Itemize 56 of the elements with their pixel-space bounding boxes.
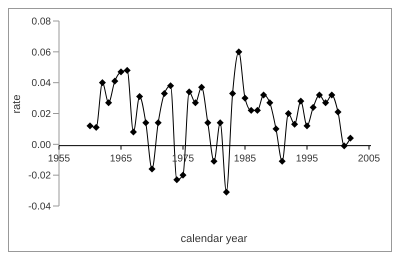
point — [92, 124, 100, 131]
point — [86, 122, 94, 130]
point — [235, 48, 242, 56]
y-tick-label: 0.08 — [32, 16, 52, 28]
x-axis-title: calendar year — [180, 233, 248, 245]
point — [222, 188, 230, 196]
point — [198, 84, 206, 91]
point — [322, 99, 330, 106]
point — [291, 120, 298, 128]
point — [111, 78, 118, 85]
point — [105, 99, 112, 106]
point — [154, 119, 162, 126]
point — [242, 94, 248, 102]
point — [186, 88, 193, 96]
point — [304, 122, 310, 130]
point — [130, 128, 137, 136]
point — [310, 104, 317, 111]
point — [260, 92, 268, 98]
point — [167, 82, 174, 90]
point — [173, 176, 180, 184]
point — [284, 110, 292, 117]
point — [266, 99, 274, 106]
point — [98, 79, 106, 86]
point — [124, 66, 131, 74]
point — [316, 92, 323, 98]
y-tick-label: 0.02 — [32, 109, 52, 120]
point — [328, 92, 336, 98]
point — [160, 90, 168, 97]
point — [204, 119, 212, 126]
point — [346, 134, 354, 142]
x-tick-label: 2005 — [358, 154, 381, 165]
point — [136, 93, 144, 100]
point — [142, 119, 150, 126]
x-tick-label: 1985 — [234, 154, 257, 165]
point — [272, 125, 280, 132]
point — [248, 106, 255, 114]
y-tick-label: 0.00 — [32, 140, 52, 151]
y-tick-label: 0.04 — [32, 78, 52, 90]
point — [254, 106, 261, 114]
point — [192, 99, 199, 106]
point — [216, 119, 224, 126]
point — [118, 68, 124, 76]
point — [210, 158, 218, 165]
y-tick-label: -0.04 — [28, 202, 52, 213]
y-tick-label: 0.06 — [32, 47, 52, 58]
point — [180, 172, 186, 179]
point — [297, 98, 304, 105]
point — [278, 158, 286, 165]
x-tick-label: 1995 — [296, 154, 319, 165]
y-axis-title: rate — [10, 94, 23, 114]
point — [334, 108, 342, 116]
y-tick-label: -0.02 — [28, 170, 52, 182]
x-tick-label: 1955 — [48, 154, 71, 165]
point — [229, 90, 236, 97]
point — [148, 166, 156, 172]
x-tick-label: 1965 — [110, 154, 133, 165]
